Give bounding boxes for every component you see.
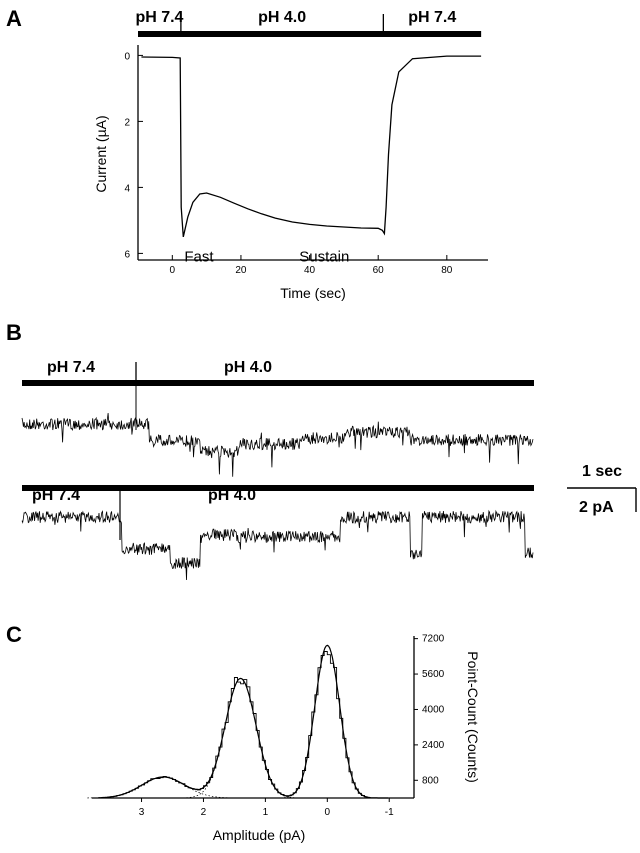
trace-annotation: Fast — [184, 249, 214, 266]
y-tick-label: 2 — [124, 117, 130, 128]
amplitude-histogram — [104, 651, 368, 798]
trace1-right-label: pH 4.0 — [224, 359, 272, 376]
gaussian-fit-curve — [98, 644, 388, 799]
panel-a-current-trace — [141, 55, 482, 238]
stimulus-label: pH 4.0 — [258, 9, 306, 26]
panel-a-stimulus-bar: pH 7.4 pH 4.0 pH 7.4 — [135, 9, 482, 37]
trace2-left-label: pH 7.4 — [32, 487, 80, 504]
y-tick-label: 5600 — [422, 669, 445, 680]
panel-a-annotations: Fast Sustain — [184, 249, 349, 266]
single-channel-trace-2 — [21, 509, 534, 581]
x-tick-label: 1 — [263, 807, 269, 818]
trace2-right-label: pH 4.0 — [208, 487, 256, 504]
x-tick-label: 0 — [170, 265, 176, 276]
gaussian-component — [186, 678, 295, 799]
gaussian-component — [283, 644, 370, 799]
single-channel-trace-1 — [21, 412, 534, 477]
panel-letter-b: B — [6, 320, 22, 345]
trace-annotation: Sustain — [299, 249, 349, 266]
y-tick-label: 4000 — [422, 704, 445, 715]
stimulus-label: pH 7.4 — [408, 9, 456, 26]
panel-letter-a: A — [6, 6, 22, 31]
y-tick-label: 6 — [124, 249, 130, 260]
x-tick-label: 60 — [373, 265, 385, 276]
stimulus-label: pH 7.4 — [135, 9, 183, 26]
scale-bar-time-label: 1 sec — [582, 463, 622, 480]
panel-c-y-axis-title: Point-Count (Counts) — [465, 651, 481, 783]
panel-a-y-axis-title: Current (µA) — [93, 115, 109, 192]
scale-bar: 1 sec 2 pA — [567, 463, 637, 516]
gaussian-component — [87, 776, 239, 799]
current-trace-line — [141, 55, 482, 238]
panel-letter-c: C — [6, 622, 22, 647]
trace2-stimulus-bar — [22, 485, 534, 491]
x-tick-label: -1 — [385, 807, 394, 818]
y-tick-label: 2400 — [422, 740, 445, 751]
x-tick-label: 80 — [441, 265, 453, 276]
y-tick-label: 0 — [124, 51, 130, 62]
panel-a-ticks: 0 20 40 60 80 0 2 4 6 — [124, 51, 452, 276]
trace1-left-label: pH 7.4 — [47, 359, 95, 376]
panel-c-x-axis-title: Amplitude (pA) — [213, 827, 306, 843]
panel-a-x-axis-title: Time (sec) — [280, 285, 346, 301]
y-tick-label: 7200 — [422, 634, 445, 645]
x-tick-label: 0 — [325, 807, 331, 818]
y-tick-label: 800 — [422, 775, 439, 786]
x-tick-label: 20 — [235, 265, 247, 276]
scale-bar-current-label: 2 pA — [579, 499, 614, 516]
x-tick-label: 2 — [201, 807, 207, 818]
x-tick-label: 40 — [304, 265, 316, 276]
x-tick-label: 3 — [139, 807, 145, 818]
panel-c-ticks: 3 2 1 0 -1 800 2400 4000 5600 7200 — [139, 634, 445, 818]
y-tick-label: 4 — [124, 183, 130, 194]
trace1-stimulus-bar — [22, 380, 534, 386]
stimulus-bar-line — [138, 31, 482, 37]
